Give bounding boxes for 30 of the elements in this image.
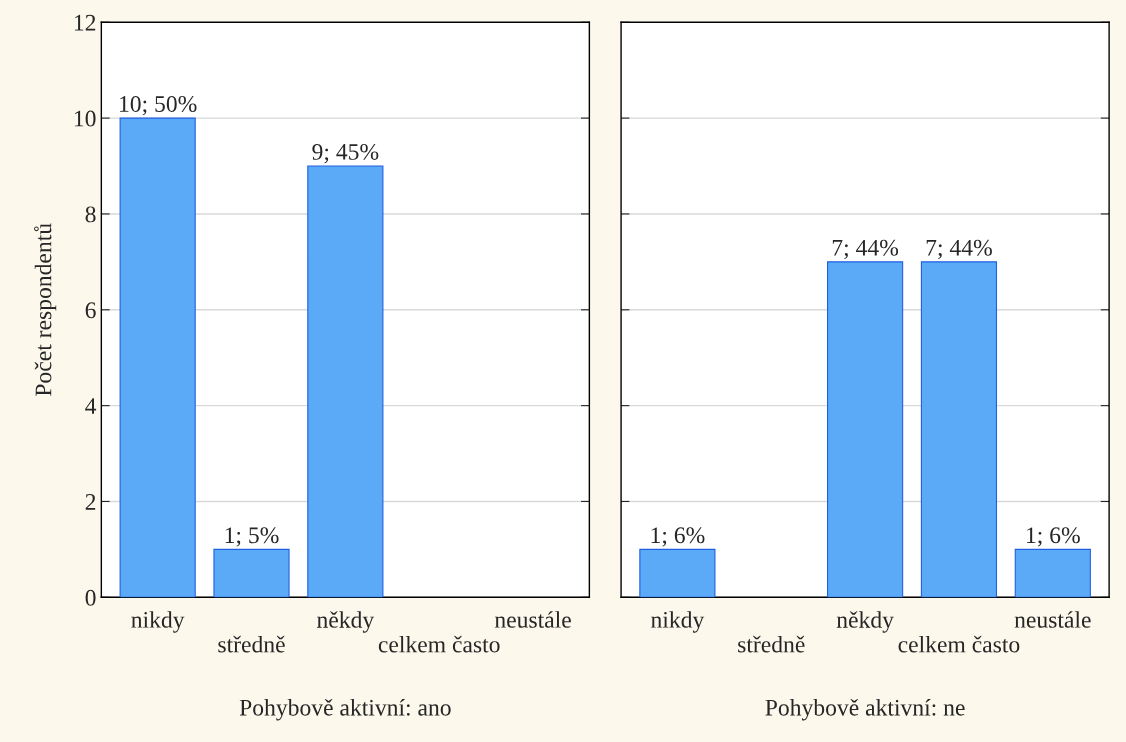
x-axis-title: Pohybově aktivní: ne	[765, 698, 965, 721]
y-tick-label: 4	[85, 398, 97, 414]
x-tick-label: nikdy	[131, 611, 185, 633]
x-tick-label: nikdy	[651, 611, 705, 633]
bar	[307, 165, 384, 598]
x-tick-label: středně	[218, 635, 285, 653]
y-tick-label: 10	[74, 110, 96, 127]
data-label: 1; 6%	[1027, 527, 1080, 547]
x-tick-label: středně	[738, 635, 805, 653]
y-tick-label: 6	[85, 302, 96, 319]
data-label: 10; 50%	[120, 95, 197, 116]
bar	[213, 548, 290, 598]
x-tick-label: někdy	[317, 611, 375, 633]
y-tick-label: 2	[85, 494, 96, 510]
data-label: 7; 44%	[926, 239, 992, 260]
data-label: 9; 45%	[312, 143, 379, 164]
y-tick-label: 12	[74, 14, 96, 31]
x-tick-label: celkem často	[898, 635, 1020, 653]
y-axis-title: Počet respondentů	[34, 223, 57, 396]
x-tick-label: neustále	[1014, 611, 1091, 628]
data-label: 1; 6%	[651, 527, 705, 547]
x-tick-label: celkem často	[378, 635, 500, 653]
x-tick-label: neustále	[494, 611, 571, 628]
x-axis-title: Pohybově aktivní: ano	[239, 698, 451, 721]
data-label: 1; 5%	[225, 527, 279, 547]
y-tick-label: 0	[85, 589, 96, 606]
data-label: 7; 44%	[832, 239, 899, 260]
bar	[119, 117, 196, 598]
x-tick-label: někdy	[836, 611, 894, 633]
y-tick-label: 8	[85, 206, 96, 223]
